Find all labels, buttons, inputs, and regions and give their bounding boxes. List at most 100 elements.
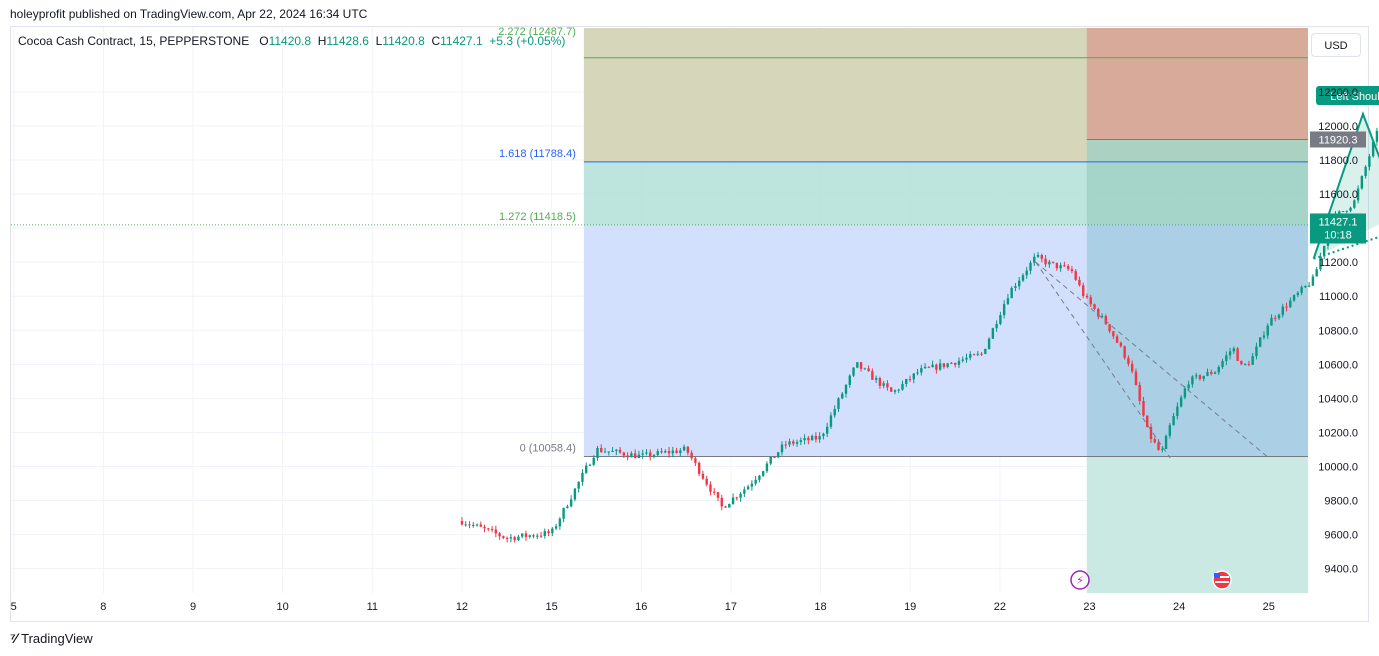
candle-body — [709, 484, 712, 492]
candle-body — [1168, 425, 1172, 436]
time-tick-label: 10 — [277, 601, 289, 613]
candle-body — [551, 528, 554, 534]
price-tick-label: 9800.0 — [1324, 496, 1358, 508]
candle-body — [694, 458, 697, 463]
candle-body — [1138, 384, 1141, 401]
candle-body — [1202, 375, 1205, 379]
candle-body — [611, 450, 614, 452]
candle-body — [1082, 285, 1085, 296]
candle-body — [585, 465, 588, 473]
target-zone — [1086, 456, 1308, 593]
candle-body — [1292, 295, 1296, 301]
candle-body — [1258, 337, 1262, 347]
candle-body — [1157, 442, 1160, 450]
tradingview-logo[interactable]: ⁷⁄ TradingView — [10, 630, 93, 646]
time-tick-label: 25 — [1263, 601, 1275, 613]
fib-labels: 0 (10058.4) 1.272 (11418.5) 1.618 (11788.4… — [498, 26, 576, 455]
candle-body — [799, 440, 803, 443]
candle-body — [1319, 256, 1322, 270]
fib-zones — [11, 28, 1308, 593]
candle-body — [987, 338, 991, 349]
candle-body — [950, 362, 953, 364]
candle-body — [1093, 304, 1096, 309]
candle-body — [1029, 262, 1032, 271]
candle-body — [1255, 346, 1258, 357]
lightning-icon — [1070, 570, 1090, 590]
candle-body — [1119, 342, 1123, 347]
candle-body — [1051, 261, 1055, 263]
fib-label: 0 (10058.4) — [520, 443, 576, 455]
candle-body — [1323, 245, 1326, 257]
candle-body — [558, 518, 562, 527]
candle-body — [965, 357, 968, 360]
candle-body — [1300, 287, 1303, 293]
candle-body — [765, 463, 769, 472]
price-axis: 9400.0 9600.0 9800.0 10000.0 10200.0 10400.0 1… — [1318, 87, 1358, 576]
candle-body — [874, 378, 878, 380]
candle-body — [641, 453, 644, 455]
candle-body — [780, 444, 784, 453]
time-axis: 5 8 9 10 11 12 15 16 17 18 19 22 23 24 25 — [11, 601, 1275, 613]
candle-body — [566, 506, 569, 508]
candle-body — [1266, 325, 1269, 336]
stop-zone — [1086, 28, 1308, 140]
candle-body — [705, 478, 708, 485]
candle-body — [1066, 265, 1070, 270]
candle-body — [1240, 360, 1243, 365]
candle-body — [1142, 400, 1145, 416]
symbol-legend: Cocoa Cash Contract, 15, PEPPERSTONE O11… — [18, 34, 565, 48]
candle-body — [1010, 288, 1013, 299]
pattern-label-bg — [1315, 85, 1379, 105]
candle-body — [889, 387, 893, 392]
fib-price-badge-text: 11920.3 — [1319, 134, 1358, 146]
candle-body — [637, 454, 641, 459]
candle-body — [494, 529, 498, 534]
candle-body — [935, 364, 938, 370]
close-label: C — [431, 34, 441, 48]
candle-body — [852, 367, 855, 376]
candle-body — [588, 464, 592, 466]
candle-body — [882, 383, 885, 386]
candle-body — [859, 362, 863, 369]
candle-body — [1213, 372, 1217, 374]
candle-body — [863, 368, 867, 370]
candle-body — [1006, 298, 1010, 305]
candle-body — [1345, 210, 1348, 212]
candle-body — [472, 524, 475, 526]
candle-body — [460, 520, 464, 525]
candle-body — [517, 536, 520, 541]
candle-body — [946, 363, 949, 367]
candle-body — [769, 456, 772, 464]
candle-body — [1262, 335, 1266, 338]
candle-body — [682, 446, 686, 451]
candle-body — [1375, 130, 1379, 142]
time-tick-label: 8 — [100, 601, 106, 613]
candle-body — [490, 528, 494, 530]
time-tick-label: 19 — [904, 601, 916, 613]
time-tick-label: 17 — [725, 601, 737, 613]
candle-body — [825, 426, 829, 434]
high-label: H — [317, 34, 327, 48]
candle-body — [1040, 255, 1044, 259]
price-tick-label: 11800.0 — [1319, 155, 1358, 167]
candle-body — [1172, 415, 1175, 426]
candle-body — [679, 450, 682, 453]
candle-body — [822, 433, 825, 437]
candle-body — [743, 489, 746, 494]
candle-body — [961, 359, 964, 361]
fib-price-badge — [1310, 131, 1366, 148]
time-tick-label: 18 — [814, 601, 826, 613]
candle-body — [505, 537, 509, 539]
candle-body — [1123, 346, 1126, 358]
candle-body — [615, 449, 618, 451]
currency-button[interactable]: USD — [1311, 33, 1361, 57]
time-tick-label: 9 — [190, 601, 196, 613]
candle-body — [807, 437, 810, 441]
price-badges: 11920.3 11427.110:18 ⚡ — [1070, 131, 1366, 590]
candle-body — [1296, 292, 1300, 296]
candle-body — [664, 451, 667, 453]
candle-body — [475, 524, 479, 526]
candle-body — [1018, 280, 1021, 287]
candle-body — [972, 354, 976, 356]
